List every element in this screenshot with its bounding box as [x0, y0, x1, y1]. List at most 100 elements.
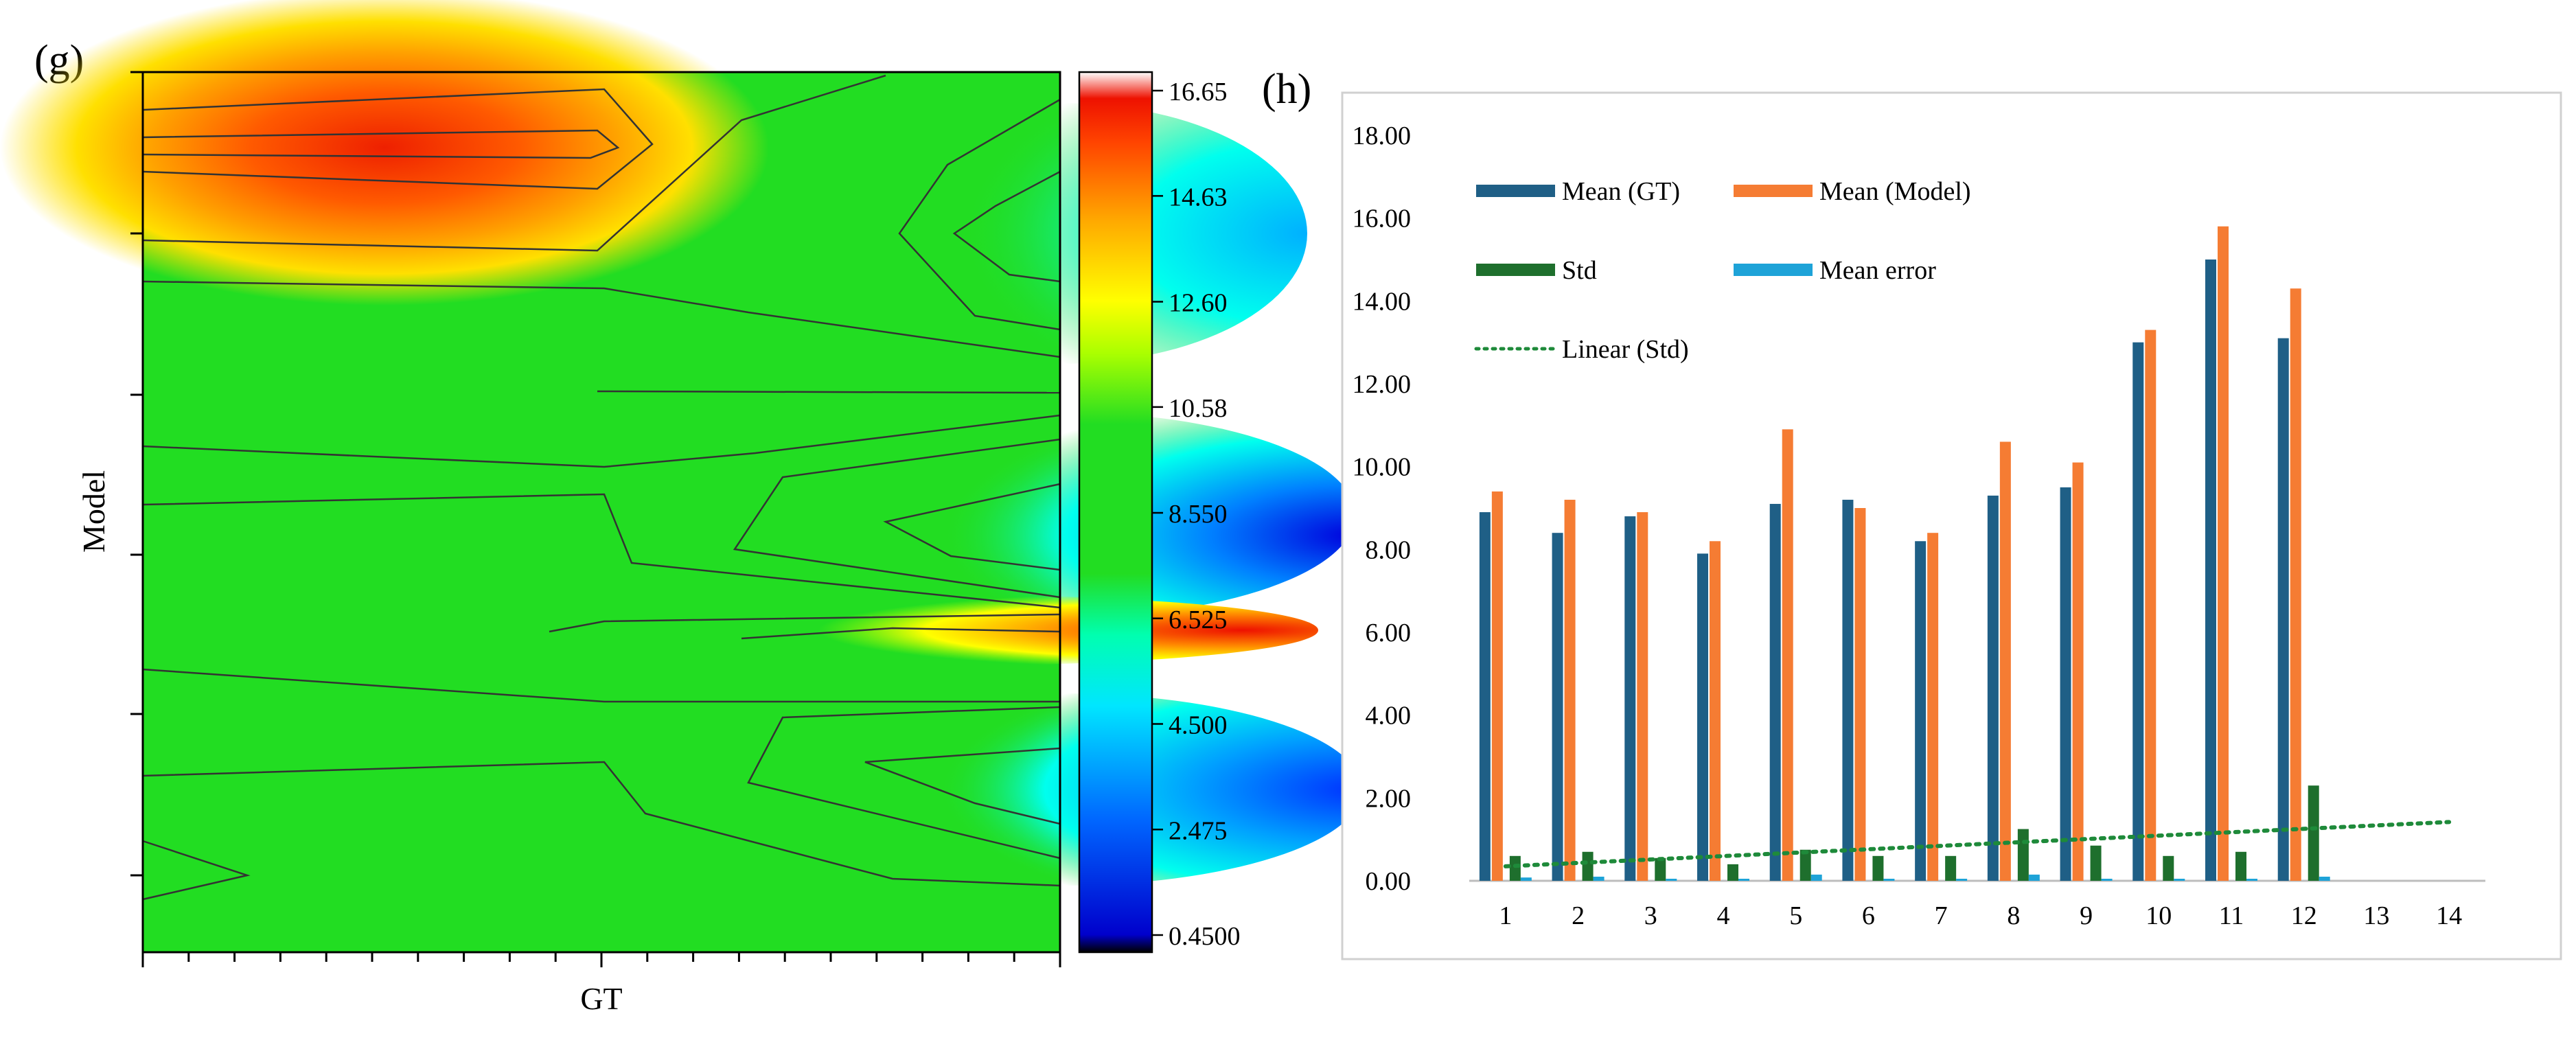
legend-label: Std: [1562, 256, 1597, 285]
bar-mean-error: [2246, 878, 2257, 881]
bar-chart-y-tick-label: 4.00: [1366, 702, 1412, 730]
bar-std: [1509, 855, 1521, 881]
bar-mean-gt: [1987, 495, 1999, 881]
bar-chart-y-tick-label: 6.00: [1366, 619, 1412, 647]
legend-swatch: [1476, 185, 1555, 197]
colorbar-tick-label: 14.63: [1169, 183, 1228, 211]
bar-mean-error: [2028, 874, 2040, 881]
bar-mean-error: [1810, 874, 1822, 881]
bar-mean-error: [1593, 876, 1605, 881]
colorbar: 16.65 14.63 12.60 10.58 8.550 6.525 4.500 2.475…: [1078, 71, 1241, 954]
panel-h-label: (h): [1262, 66, 1311, 113]
bar-mean-gt: [2060, 487, 2071, 881]
bar-std: [1799, 849, 1811, 881]
bar-chart-x-tick-label: 11: [2219, 901, 2244, 930]
contour-panel: (g): [0, 0, 1362, 1016]
bar-std: [2017, 829, 2029, 881]
contour-y-ticks: [130, 71, 143, 877]
bar-chart-x-tick-label: 4: [1717, 901, 1730, 930]
bar-chart-trendline: [1503, 820, 2452, 868]
bar-mean-gt: [1479, 512, 1491, 881]
colorbar-tick-label: 4.500: [1169, 711, 1228, 740]
bar-chart-x-ticks: 1 2 3 4 5 6 7 8 9 10 11 12 13 14: [1499, 901, 2462, 930]
legend-label: Linear (Std): [1562, 335, 1689, 364]
colorbar-ticks: 16.65 14.63 12.60 10.58 8.550 6.525 4.500 2.475…: [1152, 78, 1241, 951]
contour-plot-area: [0, 0, 1362, 954]
bar-chart-y-tick-label: 2.00: [1366, 784, 1412, 813]
bar-chart-panel: (h) 0.00 2.00 4.00 6.00 8.00 10.00 12.00 14.00 1…: [1262, 66, 2562, 960]
contour-hot-region-top: [0, 0, 769, 306]
bar-chart-bars: [1479, 226, 2330, 882]
colorbar-tick-label: 6.525: [1169, 606, 1228, 634]
bar-chart-y-tick-label: 18.00: [1353, 122, 1412, 150]
bar-mean-model: [1637, 512, 1648, 881]
legend-swatch: [1734, 264, 1813, 276]
bar-chart-x-tick-label: 14: [2436, 901, 2462, 930]
bar-mean-error: [1520, 877, 1532, 881]
bar-chart-x-tick-label: 12: [2291, 901, 2317, 930]
bar-chart-y-tick-label: 16.00: [1353, 205, 1412, 233]
bar-chart-y-tick-label: 12.00: [1353, 370, 1412, 399]
bar-std: [1655, 857, 1666, 881]
bar-std: [1872, 855, 1884, 881]
contour-lines: [142, 74, 1061, 901]
bar-mean-gt: [2205, 260, 2216, 881]
bar-mean-gt: [1697, 553, 1708, 881]
bar-std: [1945, 855, 1957, 881]
bar-mean-gt: [1552, 533, 1563, 881]
bar-mean-gt: [1624, 516, 1636, 881]
bar-mean-gt: [1842, 499, 1854, 881]
bar-std: [1582, 851, 1594, 881]
contour-x-ticks: [141, 952, 1061, 967]
bar-mean-error: [2319, 876, 2330, 881]
contour-y-axis-label: Model: [76, 470, 111, 553]
bar-mean-gt: [1915, 541, 1927, 881]
bar-mean-error: [2174, 878, 2185, 881]
bar-chart-y-tick-label: 8.00: [1366, 535, 1412, 564]
bar-std: [2163, 855, 2174, 881]
bar-mean-gt: [1769, 503, 1781, 881]
bar-mean-model: [2290, 288, 2301, 881]
colorbar-tick-label: 16.65: [1169, 78, 1228, 106]
bar-std: [1727, 864, 1738, 881]
bar-mean-model: [1927, 533, 1939, 881]
bar-chart-legend: Mean (GT) Mean (Model) Std Mean error Linear…: [1474, 177, 1971, 364]
bar-chart-frame: [1341, 91, 2562, 960]
bar-mean-error: [1883, 878, 1895, 881]
bar-chart-y-ticks: 0.00 2.00 4.00 6.00 8.00 10.00 12.00 14.00 16.00…: [1353, 122, 1412, 896]
legend-label: Mean (Model): [1819, 177, 1971, 206]
bar-chart-x-tick-label: 2: [1572, 901, 1585, 930]
bar-chart-x-tick-label: 1: [1499, 901, 1512, 930]
contour-x-axis-label: GT: [580, 981, 622, 1016]
bar-mean-gt: [2277, 338, 2289, 882]
bar-chart-x-tick-label: 10: [2146, 901, 2172, 930]
bar-mean-model: [2145, 330, 2157, 882]
bar-chart-y-tick-label: 10.00: [1353, 453, 1412, 482]
colorbar-tick-label: 0.4500: [1169, 922, 1241, 951]
bar-chart-x-tick-label: 7: [1935, 901, 1948, 930]
bar-mean-model: [1999, 441, 2011, 881]
colorbar-tick-label: 8.550: [1169, 500, 1228, 529]
bar-chart-x-tick-label: 6: [1862, 901, 1875, 930]
legend-label: Mean (GT): [1562, 177, 1680, 206]
bar-mean-model: [1491, 491, 1503, 881]
colorbar-tick-label: 12.60: [1169, 289, 1228, 318]
bar-mean-model: [1854, 508, 1866, 881]
bar-mean-error: [2101, 878, 2113, 881]
bar-chart-y-tick-label: 14.00: [1353, 287, 1412, 316]
bar-mean-gt: [2132, 342, 2144, 882]
bar-mean-model: [1564, 499, 1576, 881]
bar-mean-error: [1738, 878, 1749, 881]
bar-mean-model: [1782, 429, 1793, 881]
bar-chart-x-tick-label: 8: [2007, 901, 2020, 930]
colorbar-tick-label: 2.475: [1169, 816, 1228, 845]
bar-chart-y-tick-label: 0.00: [1366, 867, 1412, 896]
bar-chart-x-tick-label: 3: [1644, 901, 1657, 930]
bar-mean-error: [1956, 878, 1968, 881]
colorbar-tick-label: 10.58: [1169, 394, 1228, 423]
bar-chart-x-tick-label: 9: [2080, 901, 2093, 930]
bar-std: [2308, 785, 2319, 881]
trendline-linear-std: [1503, 820, 2452, 868]
bar-std: [2235, 851, 2246, 881]
bar-chart-x-tick-label: 5: [1789, 901, 1802, 930]
